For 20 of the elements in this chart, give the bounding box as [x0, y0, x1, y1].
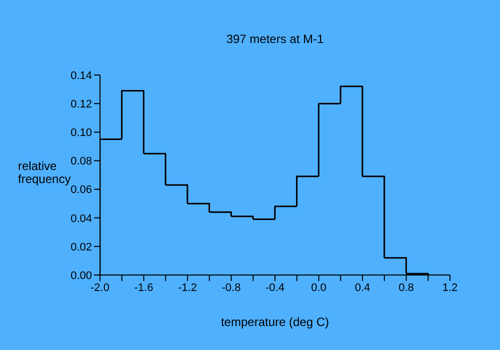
y-tick-label: 0.08: [70, 156, 92, 168]
y-tick-label: 0.04: [70, 212, 92, 225]
x-tick-label: 0.4: [354, 282, 370, 294]
x-tick-label: 0.8: [398, 282, 414, 294]
y-tick-label: 0.06: [70, 184, 92, 196]
x-tick-label: 0.0: [311, 282, 326, 294]
x-tick-label: -0.8: [222, 282, 241, 294]
x-tick-label: -1.2: [178, 282, 197, 294]
y-tick-label: 0.02: [70, 241, 92, 254]
chart-title: 397 meters at M-1: [225, 32, 325, 46]
x-axis-title: temperature (deg C): [220, 315, 330, 329]
y-tick-label: 0.10: [70, 127, 92, 140]
x-tick-label: 1.2: [442, 282, 458, 294]
y-tick-label: 0.14: [70, 70, 92, 82]
y-axis-title: relative frequency: [18, 159, 71, 186]
x-tick-label: -1.6: [134, 282, 154, 294]
x-tick-label: -2.0: [90, 282, 110, 294]
y-tick-label: 0.00: [70, 270, 92, 282]
y-tick-label: 0.12: [70, 98, 92, 110]
x-tick-label: -0.4: [266, 282, 284, 294]
